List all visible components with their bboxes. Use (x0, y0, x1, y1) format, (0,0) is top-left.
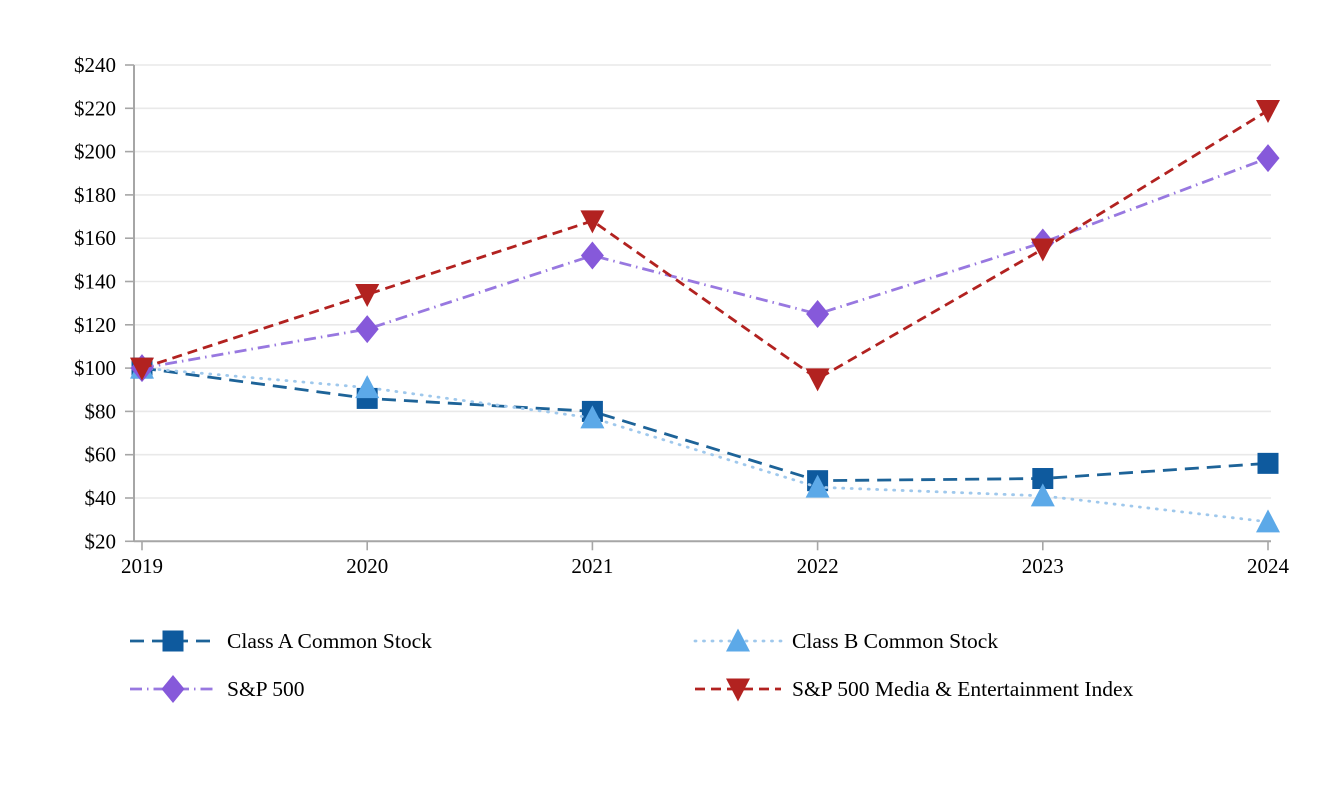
triangle-down-marker (805, 368, 830, 392)
class-a-line-sample (130, 630, 216, 652)
diamond-marker (355, 315, 379, 344)
series-s-p-500-media-entertainment-index (130, 99, 1280, 392)
x-tick-label: 2024 (1247, 554, 1290, 578)
legend-item-class-a: Class A Common Stock (128, 624, 693, 658)
triangle-up-marker (580, 405, 605, 429)
legend-label-class-b: Class B Common Stock (792, 628, 999, 653)
legend-label-sp500: S&P 500 (227, 676, 305, 701)
series-s-p-500 (130, 144, 1280, 383)
plot-area: $240 $220 $200 $180 $160 $140 $120 $100 $80 $60 $4… (74, 53, 1290, 578)
x-tick-label: 2022 (797, 554, 839, 578)
legend-label-sp500-media-entertainment: S&P 500 Media & Entertainment Index (792, 676, 1134, 701)
triangle-down-marker (130, 357, 154, 381)
triangle-up-marker (355, 375, 380, 399)
series-line (141, 109, 1269, 381)
square-marker (1257, 452, 1279, 474)
sp500-line-sample (130, 675, 216, 703)
x-tick-label: 2021 (571, 554, 613, 578)
y-tick-label: $180 (74, 183, 116, 207)
y-tick-label: $140 (74, 270, 116, 294)
triangle-down-marker (1030, 238, 1055, 262)
y-tick-label: $40 (85, 486, 117, 510)
axes (125, 64, 1271, 551)
y-tick-label: $240 (74, 53, 116, 77)
axis-labels: $240 $220 $200 $180 $160 $140 $120 $100 $80 $60 $4… (74, 53, 1290, 578)
y-tick-label: $80 (85, 399, 117, 423)
square-marker (162, 630, 184, 652)
y-tick-label: $200 (74, 140, 116, 164)
triangle-down-marker (726, 678, 750, 702)
square-marker (1032, 468, 1054, 490)
class-b-line-sample (693, 628, 783, 652)
series-line (141, 156, 1269, 370)
y-tick-label: $160 (74, 226, 116, 250)
y-tick-label: $60 (85, 443, 117, 467)
series-line (141, 366, 1269, 483)
triangle-down-marker (355, 283, 380, 307)
legend-item-sp500: S&P 500 (128, 672, 693, 706)
triangle-up-marker (805, 474, 830, 498)
legend-item-sp500-media-entertainment: S&P 500 Media & Entertainment Index (693, 672, 1208, 706)
diamond-marker (580, 241, 604, 270)
x-tick-label: 2023 (1022, 554, 1064, 578)
triangle-up-marker (1256, 509, 1280, 533)
chart-legend: Class A Common Stock Class B Common Stoc… (128, 624, 1208, 706)
diamond-marker (1256, 144, 1280, 173)
triangle-up-marker (726, 628, 750, 652)
triangle-down-marker (580, 210, 605, 234)
y-tick-label: $220 (74, 96, 116, 120)
legend-item-class-b: Class B Common Stock (693, 624, 1208, 658)
triangle-up-marker (1030, 483, 1055, 507)
series-class-a-common-stock (131, 357, 1279, 492)
legend-label-class-a: Class A Common Stock (227, 628, 432, 653)
series-line (140, 366, 1270, 524)
triangle-down-marker (1256, 99, 1280, 123)
sp500-media-entertainment-line-sample (695, 678, 781, 702)
gridlines (134, 64, 1271, 499)
series-class-b-common-stock (130, 355, 1280, 533)
diamond-marker (806, 299, 830, 328)
y-tick-label: $100 (74, 356, 116, 380)
x-tick-label: 2019 (121, 554, 163, 578)
x-tick-label: 2020 (346, 554, 388, 578)
y-tick-label: $120 (74, 313, 116, 337)
diamond-marker (161, 675, 185, 703)
y-tick-label: $20 (85, 529, 117, 553)
